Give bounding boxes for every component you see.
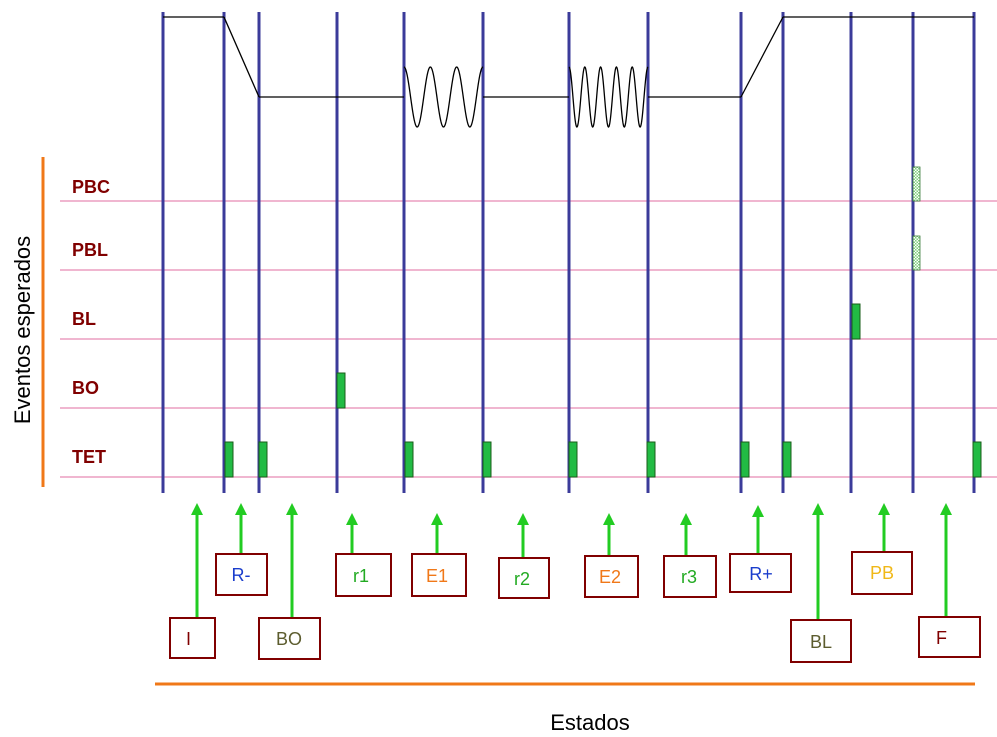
row-label-bo: BO <box>72 378 99 398</box>
signal-trace <box>163 16 974 128</box>
state-box-e1: E1 <box>411 553 467 597</box>
marker-tet-8 <box>782 441 792 478</box>
state-label-i: I <box>186 629 191 649</box>
state-box-r2: r2 <box>498 557 550 599</box>
state-label-pb: PB <box>870 563 894 583</box>
arrow-f-head <box>940 503 952 515</box>
arrow-bo-head <box>286 503 298 515</box>
state-box-i: I <box>169 617 216 659</box>
marker-tet-5 <box>568 441 578 478</box>
state-box-r-minus: R- <box>215 553 268 596</box>
marker-tet-3 <box>404 441 414 478</box>
event-markers <box>224 166 982 478</box>
state-label-r2: r2 <box>514 569 530 589</box>
marker-tet-6 <box>646 441 656 478</box>
state-dividers <box>161 12 976 493</box>
state-box-bl: BL <box>790 619 852 663</box>
signal-segment-ramp-up <box>740 16 784 98</box>
signal-oscillation-e1 <box>403 66 484 128</box>
marker-tet-7 <box>740 441 750 478</box>
state-label-r-minus: R- <box>232 565 251 585</box>
state-box-r3: r3 <box>663 555 717 598</box>
state-label-bl: BL <box>810 632 832 652</box>
arrow-r2-head <box>517 513 529 525</box>
marker-tet-4 <box>482 441 492 478</box>
x-axis-label: Estados <box>550 710 630 735</box>
arrow-bl-head <box>812 503 824 515</box>
state-label-f: F <box>936 628 947 648</box>
marker-pbc <box>912 166 921 202</box>
marker-tet-9 <box>972 441 982 478</box>
state-box-r-plus: R+ <box>729 553 792 593</box>
state-label-r1: r1 <box>353 566 369 586</box>
state-label-e1: E1 <box>426 566 448 586</box>
state-box-pb: PB <box>851 551 913 595</box>
state-box-e2: E2 <box>584 555 639 598</box>
state-label-r-plus: R+ <box>749 564 773 584</box>
arrow-r-plus-head <box>752 505 764 517</box>
arrow-e1-head <box>431 513 443 525</box>
arrow-r3-head <box>680 513 692 525</box>
state-label-e2: E2 <box>599 567 621 587</box>
marker-pbl <box>912 235 921 271</box>
state-box-f: F <box>918 616 981 658</box>
arrow-r1-head <box>346 513 358 525</box>
row-label-bl: BL <box>72 309 96 329</box>
signal-oscillation-e2 <box>568 66 649 128</box>
row-lines <box>60 200 997 478</box>
row-label-pbc: PBC <box>72 177 110 197</box>
state-box-r1: r1 <box>335 553 392 597</box>
arrow-i-head <box>191 503 203 515</box>
arrow-pb-head <box>878 503 890 515</box>
arrow-r-minus-head <box>235 503 247 515</box>
state-boxes: I R- BO r1 E1 r2 E2 r3 <box>169 551 981 663</box>
marker-tet-1 <box>224 441 234 478</box>
state-box-bo: BO <box>258 617 321 660</box>
arrow-e2-head <box>603 513 615 525</box>
signal-segment-ramp-down <box>223 16 260 98</box>
row-label-pbl: PBL <box>72 240 108 260</box>
marker-tet-2 <box>258 441 268 478</box>
marker-bo <box>336 372 346 409</box>
state-label-bo: BO <box>276 629 302 649</box>
marker-bl <box>851 303 861 340</box>
state-label-r3: r3 <box>681 567 697 587</box>
y-axis-label: Eventos esperados <box>10 236 35 424</box>
row-label-tet: TET <box>72 447 106 467</box>
state-arrows <box>191 503 952 620</box>
